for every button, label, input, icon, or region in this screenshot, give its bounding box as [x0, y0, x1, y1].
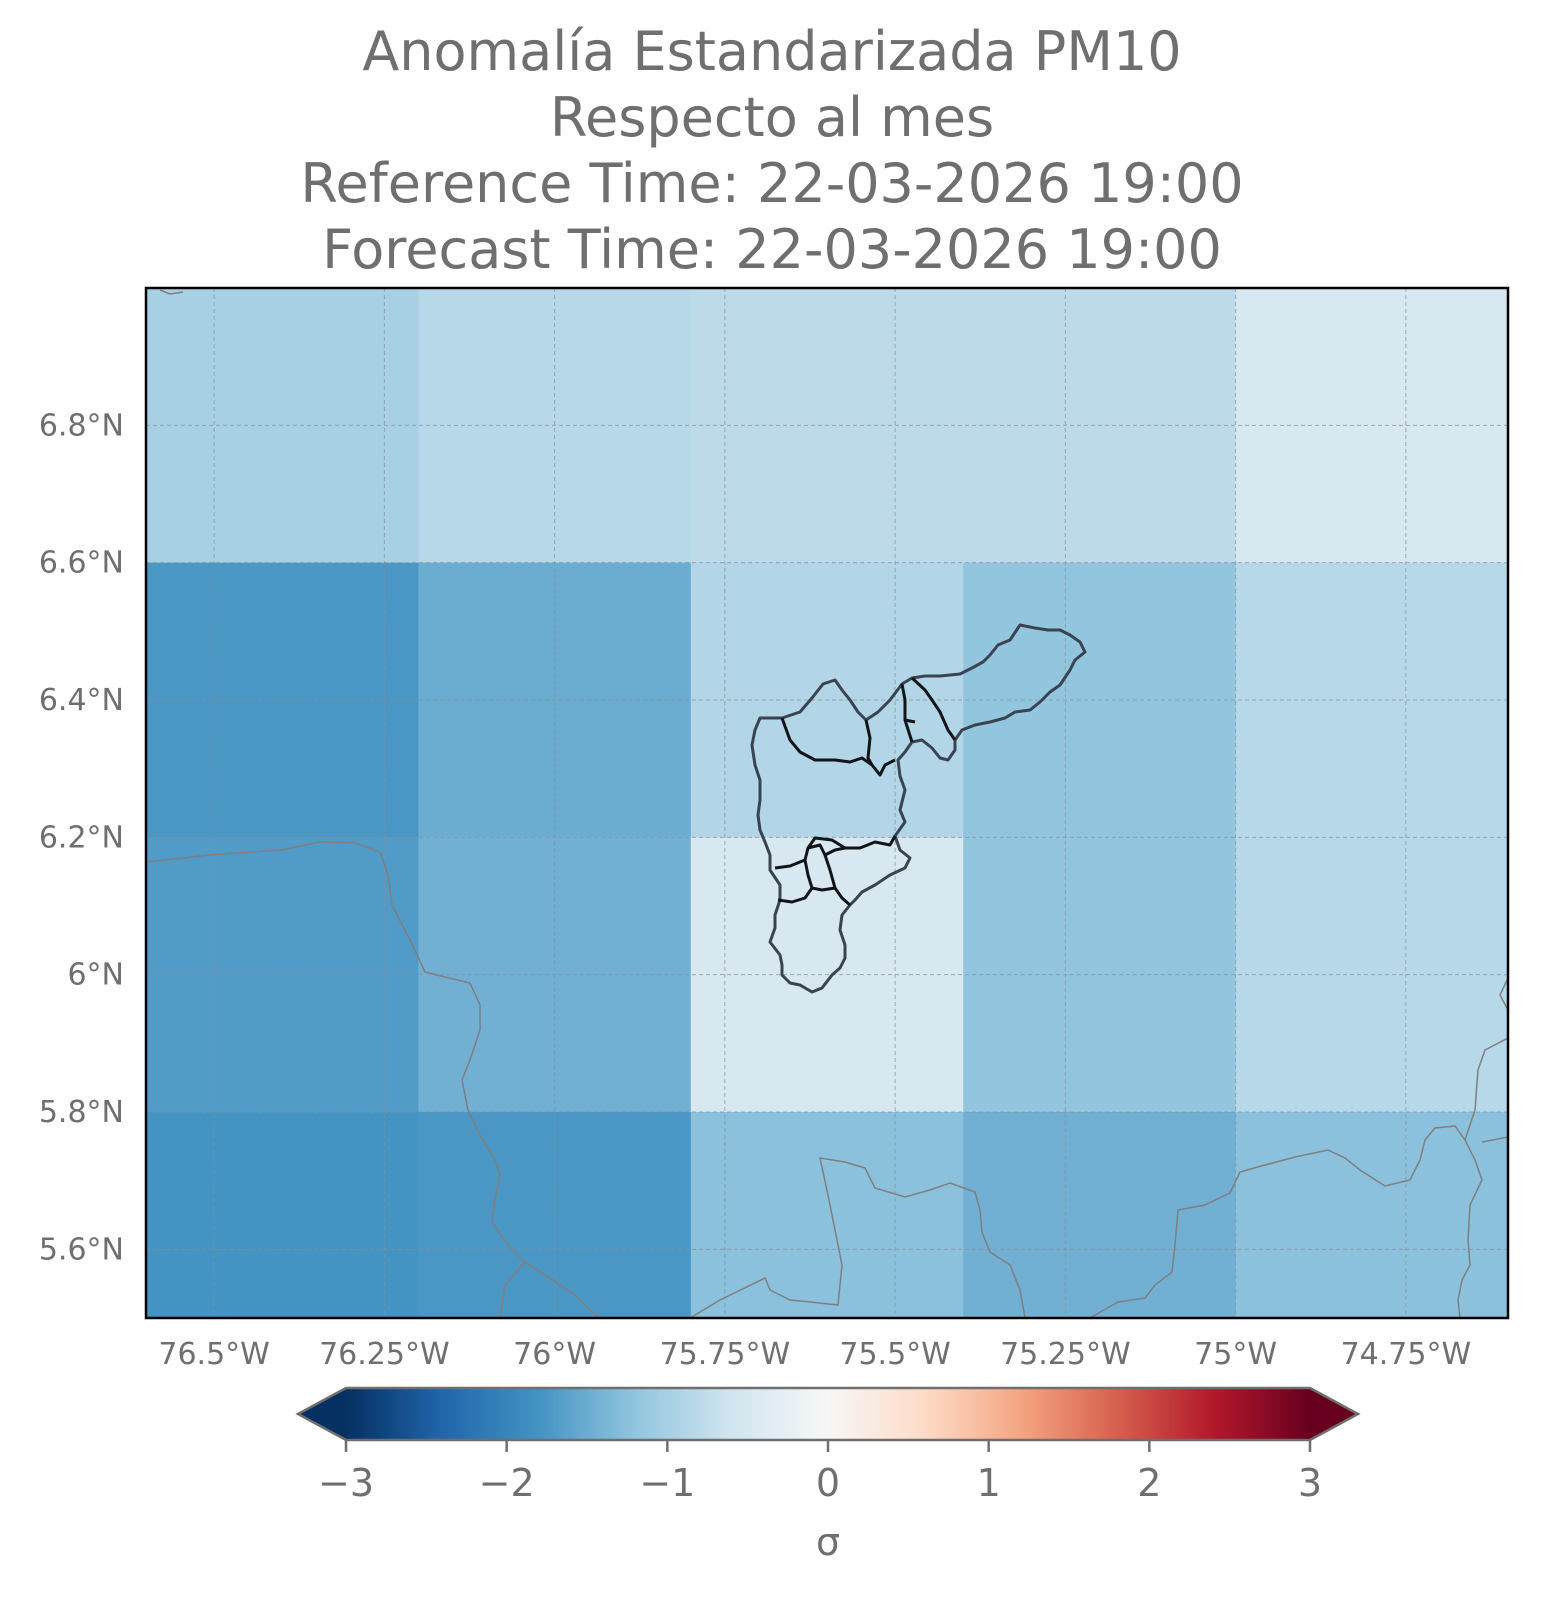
colorbar-low-extension: [298, 1388, 346, 1440]
colorbar-tick-label: 0: [816, 1461, 840, 1505]
boundary-southeast: [1089, 1125, 1483, 1318]
anomaly-cell: [146, 1112, 419, 1318]
colorbar-body: [346, 1388, 1310, 1440]
anomaly-cell: [963, 1112, 1237, 1318]
anomaly-cells: [146, 288, 1508, 1318]
municipal-line-north-2: [864, 719, 874, 766]
boundary-southwest: [499, 1261, 526, 1318]
colorbar-tick-label: −3: [318, 1461, 374, 1505]
anomaly-cell: [1235, 1112, 1508, 1318]
longitude-tick-label: 74.75°W: [1341, 1337, 1472, 1372]
colorbar-tick-label: 2: [1137, 1461, 1161, 1505]
latitude-tick-label: 5.6°N: [39, 1232, 124, 1267]
boundary-east: [1464, 1037, 1508, 1141]
longitude-tick-label: 76.25°W: [319, 1337, 450, 1372]
boundary-west: [146, 841, 601, 1318]
latitude-tick-label: 6.6°N: [39, 546, 124, 581]
colorbar-tick-label: −1: [639, 1461, 695, 1505]
colorbar: −3 −2 −1 0 1 2 3 σ: [295, 1386, 1361, 1564]
latitude-tick-labels: 5.6°N 5.8°N 6°N 6.2°N 6.4°N 6.6°N 6.8°N: [39, 408, 124, 1267]
map-title-line-2: Respecto al mes: [549, 86, 995, 149]
metro-region-outline: [750, 623, 1087, 994]
latitude-tick-label: 6.2°N: [39, 820, 124, 855]
boundary-south-central: [689, 1157, 1026, 1318]
longitude-tick-labels: 76.5°W 76.25°W 76°W 75.75°W 75.5°W 75.25°W 75°…: [158, 1337, 1471, 1372]
anomaly-cell: [690, 1112, 964, 1318]
latitude-tick-label: 5.8°N: [39, 1095, 124, 1130]
municipal-line-north-4: [910, 676, 957, 741]
colorbar-tick-label: 1: [977, 1461, 1001, 1505]
municipal-line-south-1: [774, 835, 897, 870]
lat-lon-gridlines: [146, 288, 1508, 1318]
longitude-tick-label: 76.5°W: [158, 1337, 269, 1372]
colorbar-tick-label: −2: [479, 1461, 535, 1505]
boundary-northwest: [159, 289, 184, 295]
colorbar-high-extension: [1310, 1388, 1358, 1440]
map-title-line-1: Anomalía Estandarizada PM10: [362, 20, 1182, 83]
municipal-line-south-5: [823, 854, 837, 889]
boundary-east-3: [1499, 977, 1508, 1011]
department-boundaries: [146, 289, 1508, 1318]
latitude-tick-label: 6.4°N: [39, 683, 124, 718]
longitude-tick-label: 76°W: [513, 1337, 596, 1372]
colorbar-label: σ: [816, 1520, 840, 1564]
latitude-tick-label: 6.8°N: [39, 408, 124, 443]
longitude-tick-label: 75.75°W: [660, 1337, 791, 1372]
valle-de-aburra-outline: [750, 623, 1087, 994]
map-title-line-4: Forecast Time: 22-03-2026 19:00: [322, 218, 1222, 281]
municipal-line-south-2: [803, 859, 851, 907]
longitude-tick-label: 75°W: [1194, 1337, 1277, 1372]
municipal-line-north-3: [900, 683, 914, 743]
municipal-line-south-4: [777, 887, 814, 904]
latitude-tick-label: 6°N: [67, 958, 124, 993]
map-title-line-3: Reference Time: 22-03-2026 19:00: [300, 152, 1244, 215]
municipal-line-south-3: [806, 836, 846, 850]
municipal-line-north: [780, 717, 896, 777]
longitude-tick-label: 75.5°W: [839, 1337, 950, 1372]
boundary-east-2: [1481, 1136, 1508, 1143]
longitude-tick-label: 75.25°W: [1000, 1337, 1131, 1372]
municipal-line-north-5: [904, 718, 916, 724]
colorbar-tick-label: 3: [1298, 1461, 1322, 1505]
plot-frame: [144, 286, 1510, 1320]
